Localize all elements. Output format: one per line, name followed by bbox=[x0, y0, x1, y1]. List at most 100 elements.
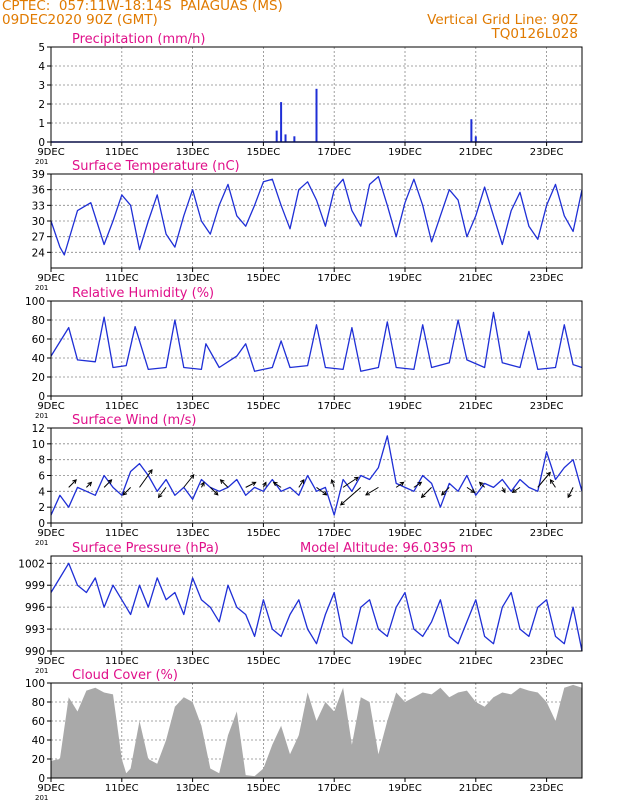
y-tick-label: 80 bbox=[32, 315, 45, 327]
wind-arrow bbox=[441, 487, 450, 496]
panel-4: 990 993 996 999 1002 9DEC 11DEC 13DEC 15DEC 17DEC… bbox=[18, 541, 583, 675]
y-tick-label: 996 bbox=[25, 602, 45, 614]
x-tick-label: 9DEC bbox=[37, 147, 64, 158]
x-tick-label: 13DEC bbox=[176, 273, 210, 284]
wind-arrow bbox=[537, 472, 551, 488]
y-tick-label: 8 bbox=[38, 455, 45, 467]
x-tick-label: 17DEC bbox=[317, 528, 351, 539]
x-tick-label: 15DEC bbox=[247, 273, 281, 284]
precip-bar bbox=[293, 136, 296, 142]
wind-arrow bbox=[245, 481, 256, 488]
wind-arrowhead bbox=[122, 490, 128, 496]
y-tick-label: 4 bbox=[38, 486, 45, 498]
wind-arrowhead bbox=[546, 471, 551, 477]
x-tick-label: 9DEC bbox=[37, 401, 64, 412]
x-tick-label: 19DEC bbox=[388, 147, 422, 158]
wind-arrowhead bbox=[87, 481, 93, 487]
y-tick-label: 39 bbox=[32, 169, 45, 181]
y-tick-label: 10 bbox=[32, 439, 45, 451]
x-tick-label: 11DEC bbox=[105, 528, 139, 539]
y-tick-label: 1002 bbox=[18, 558, 45, 570]
wind-arrowhead bbox=[339, 500, 345, 506]
panel-title: Surface Pressure (hPa) bbox=[72, 541, 219, 556]
x-tick-label: 9DEC bbox=[37, 656, 64, 667]
panel-title: Surface Wind (m/s) bbox=[72, 413, 196, 428]
x-tick-label: 13DEC bbox=[176, 401, 210, 412]
x-tick-label: 19DEC bbox=[388, 273, 422, 284]
panel-title: Precipitation (mm/h) bbox=[72, 32, 205, 47]
wind-arrowhead bbox=[330, 478, 335, 484]
y-tick-label: 5 bbox=[38, 42, 45, 54]
x-tick-label: 9DEC bbox=[37, 528, 64, 539]
y-tick-label: 40 bbox=[32, 353, 45, 365]
wind-arrow bbox=[479, 482, 486, 488]
wind-arrowhead bbox=[399, 481, 405, 487]
wind-arrowhead bbox=[354, 476, 359, 482]
series-line bbox=[50, 175, 583, 256]
wind-arrow bbox=[512, 486, 521, 493]
wind-arrow bbox=[122, 487, 132, 496]
x-tick-label: 11DEC bbox=[105, 273, 139, 284]
series-line bbox=[50, 311, 583, 372]
wind-arrow bbox=[550, 479, 556, 488]
panel-subtitle: Model Altitude: 96.0395 m bbox=[300, 541, 473, 556]
y-tick-label: 80 bbox=[32, 697, 45, 709]
y-tick-label: 0 bbox=[38, 391, 45, 403]
y-tick-label: 0 bbox=[38, 137, 45, 149]
x-tick-label: 17DEC bbox=[317, 783, 351, 794]
precip-bar bbox=[474, 136, 477, 142]
x-tick-label: 19DEC bbox=[388, 656, 422, 667]
panel-frame bbox=[50, 300, 583, 397]
x-tick-label: 17DEC bbox=[317, 273, 351, 284]
wind-arrow bbox=[158, 487, 167, 498]
x-tick-label: 23DEC bbox=[530, 528, 564, 539]
y-tick-label: 4 bbox=[38, 61, 45, 73]
x-tick-label: 9DEC bbox=[37, 783, 64, 794]
y-tick-label: 12 bbox=[32, 423, 45, 435]
panel-title: Cloud Cover (%) bbox=[72, 668, 178, 683]
y-tick-label: 6 bbox=[38, 471, 45, 483]
y-tick-label: 33 bbox=[32, 200, 45, 212]
wind-arrow bbox=[395, 481, 404, 488]
y-tick-label: 30 bbox=[32, 216, 45, 228]
x-tick-label: 23DEC bbox=[530, 273, 564, 284]
y-tick-label: 100 bbox=[25, 678, 45, 690]
y-tick-label: 20 bbox=[32, 372, 45, 384]
y-tick-label: 24 bbox=[32, 247, 46, 259]
x-tick-label: 21DEC bbox=[459, 147, 493, 158]
wind-arrow bbox=[413, 481, 422, 488]
wind-arrow bbox=[183, 474, 195, 488]
y-tick-label: 3 bbox=[38, 80, 45, 92]
wind-arrowhead bbox=[478, 481, 484, 487]
wind-arrow bbox=[316, 486, 327, 496]
precip-bar bbox=[280, 102, 283, 142]
y-tick-label: 20 bbox=[32, 754, 45, 766]
x-tick-label: 13DEC bbox=[176, 783, 210, 794]
wind-arrowhead bbox=[157, 493, 163, 499]
precip-bar bbox=[275, 130, 278, 142]
wind-arrow bbox=[567, 487, 574, 498]
y-tick-label: 1 bbox=[38, 118, 45, 130]
panel-frame bbox=[50, 555, 583, 652]
precip-bar bbox=[284, 134, 287, 142]
y-tick-label: 40 bbox=[32, 735, 45, 747]
x-tick-label: 15DEC bbox=[247, 528, 281, 539]
wind-arrow bbox=[68, 479, 77, 488]
first-date-fragment: 201 bbox=[35, 412, 48, 420]
header-station-line: CPTEC: 057:11W-18:14S PAIAGUAS (MS) bbox=[2, 0, 283, 14]
first-date-fragment: 201 bbox=[35, 667, 48, 675]
x-tick-label: 11DEC bbox=[105, 401, 139, 412]
wind-arrowhead bbox=[262, 481, 267, 487]
x-tick-label: 15DEC bbox=[247, 656, 281, 667]
wind-arrow bbox=[298, 479, 305, 488]
wind-arrowhead bbox=[417, 481, 423, 487]
x-tick-label: 15DEC bbox=[247, 401, 281, 412]
y-tick-label: 60 bbox=[32, 334, 45, 346]
x-tick-label: 15DEC bbox=[247, 147, 281, 158]
x-tick-label: 23DEC bbox=[530, 147, 564, 158]
x-tick-label: 21DEC bbox=[459, 401, 493, 412]
wind-arrowhead bbox=[501, 488, 506, 494]
wind-arrowhead bbox=[189, 474, 195, 479]
panel-frame bbox=[50, 46, 583, 143]
